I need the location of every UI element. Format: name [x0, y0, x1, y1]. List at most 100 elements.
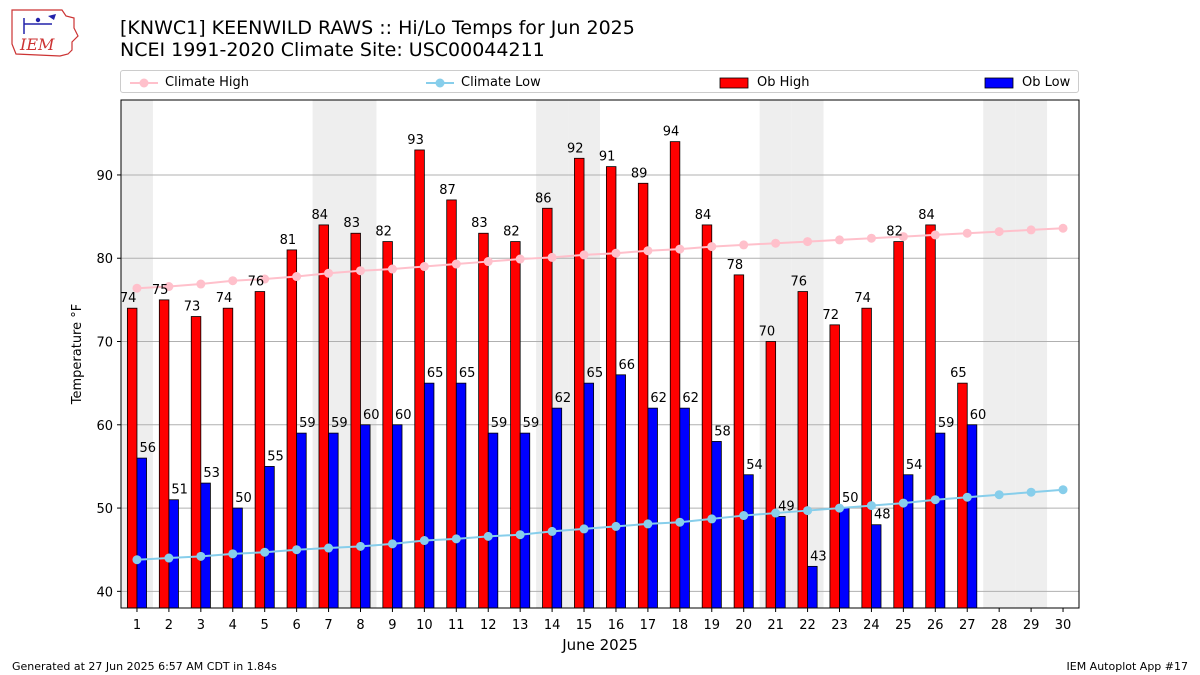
plot-frame [120, 99, 1080, 609]
x-tick-label: 27 [959, 618, 976, 633]
climate-low-point [675, 517, 685, 527]
climate-high-point [707, 242, 717, 252]
climate-high-point [771, 238, 781, 248]
legend-ob-high: Ob High [719, 71, 810, 94]
x-tick-label: 10 [416, 618, 433, 633]
ob-high-value-label: 82 [375, 225, 392, 240]
ob-low-value-label: 49 [778, 499, 795, 514]
ob-high-value-label: 82 [503, 225, 520, 240]
ob-low-bar [966, 424, 978, 609]
ob-high-bar [925, 224, 936, 609]
ob-high-bar [797, 291, 808, 609]
ob-low-bar [615, 374, 626, 609]
legend-label: Ob Low [1022, 75, 1071, 90]
climate-high-point [164, 282, 174, 292]
ob-low-bar [519, 432, 531, 609]
climate-high-point [324, 268, 334, 278]
ob-high-bar [765, 341, 777, 609]
ob-low-bar [902, 474, 914, 609]
ob-low-bar [264, 466, 275, 609]
ob-high-value-label: 75 [152, 283, 169, 298]
x-tick-label: 8 [356, 618, 364, 633]
climate-high-point [1058, 223, 1068, 233]
climate-high-point [228, 276, 238, 286]
ob-high-value-label: 65 [950, 366, 967, 381]
ob-low-value-label: 54 [746, 458, 763, 473]
x-tick-label: 26 [927, 618, 944, 633]
x-tick-label: 19 [703, 618, 720, 633]
ob-low-bar [360, 424, 371, 609]
climate-high-point [835, 235, 844, 245]
climate-low-point [132, 555, 142, 565]
ob-high-value-label: 78 [727, 258, 744, 273]
x-tick-label: 30 [1055, 618, 1072, 633]
climate-high-point [356, 266, 365, 276]
x-tick-label: 23 [831, 618, 848, 633]
legend-label: Ob High [757, 75, 810, 90]
ob-high-bar [190, 316, 202, 609]
climate-low-line-icon [426, 78, 454, 87]
ob-high-value-label: 91 [599, 150, 616, 165]
ob-low-bar [807, 565, 818, 609]
x-tick-label: 21 [767, 618, 784, 633]
climate-low-point [324, 543, 334, 553]
climate-low-point [260, 547, 270, 557]
ob-high-value-label: 82 [886, 225, 903, 240]
climate-low-point [164, 553, 174, 563]
ob-low-value-label: 56 [139, 441, 156, 456]
climate-high-point [579, 250, 589, 260]
ob-high-value-label: 76 [248, 275, 265, 290]
climate-low-point [962, 492, 972, 502]
ob-low-bar [136, 457, 147, 609]
ob-low-value-label: 59 [938, 416, 955, 431]
ob-high-value-label: 74 [216, 291, 233, 306]
ob-high-value-label: 74 [854, 291, 871, 306]
x-tick-label: 15 [576, 618, 593, 633]
ob-high-bar [701, 224, 713, 609]
ob-high-bar [605, 166, 617, 609]
climate-low-point [483, 531, 493, 541]
x-tick-label: 20 [735, 618, 752, 633]
chart-subtitle: NCEI 1991-2020 Climate Site: USC00044211 [120, 39, 545, 61]
climate-high-point [930, 230, 940, 240]
weekend-shade [1015, 100, 1048, 608]
ob-low-value-label: 60 [970, 408, 987, 423]
climate-low-point [643, 519, 653, 529]
climate-high-line [136, 227, 1064, 290]
climate-high-point [196, 279, 206, 289]
climate-low-point [739, 511, 749, 521]
climate-high-point [962, 228, 972, 238]
ob-high-bar [861, 307, 872, 609]
ob-low-value-label: 59 [331, 416, 348, 431]
x-tick-label: 5 [261, 618, 269, 633]
ob-high-bar [510, 241, 521, 609]
weekend-shade [983, 100, 1016, 608]
climate-high-point [739, 240, 749, 250]
ob-high-bar [574, 157, 585, 609]
x-tick-label: 14 [544, 618, 561, 633]
ob-high-value-label: 83 [343, 216, 360, 231]
legend-ob-low: Ob Low [984, 71, 1070, 94]
x-tick-label: 6 [292, 618, 300, 633]
ob-high-value-label: 84 [918, 208, 935, 223]
ob-high-value-label: 73 [184, 300, 201, 315]
ob-high-bar [350, 232, 361, 609]
climate-high-point [292, 272, 302, 282]
logo-text: IEM [19, 35, 55, 54]
climate-low-point [451, 534, 461, 544]
climate-low-point [803, 506, 813, 516]
ob-low-bar [934, 432, 946, 609]
ob-low-bar [296, 432, 307, 609]
ob-high-value-label: 94 [663, 125, 680, 140]
climate-low-point [515, 530, 525, 540]
ob-low-value-label: 54 [906, 458, 923, 473]
climate-high-point [132, 283, 142, 293]
climate-low-point [579, 524, 589, 534]
climate-low-point [1026, 487, 1036, 497]
climate-low-point [771, 508, 781, 518]
climate-low-point [930, 495, 940, 505]
ob-low-value-label: 43 [810, 549, 827, 564]
ob-high-value-label: 74 [120, 291, 137, 306]
ob-high-bar [286, 249, 298, 609]
climate-high-point [898, 232, 908, 242]
